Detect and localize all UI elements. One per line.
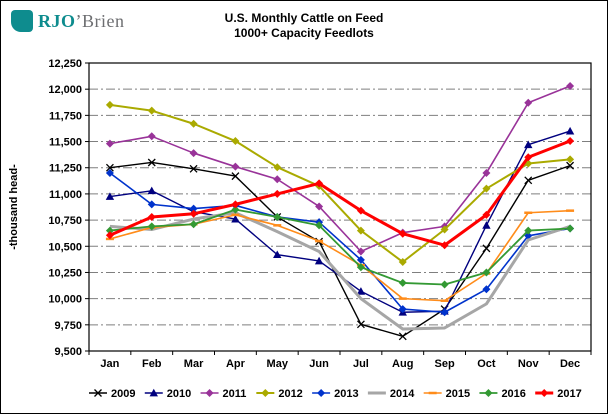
y-tick-label: 9,500 (54, 346, 82, 358)
logo-text-gray: ’Brien (75, 10, 125, 31)
series-2011 (105, 82, 575, 256)
legend-label: 2017 (557, 388, 581, 400)
x-tick-label: Jan (100, 358, 119, 370)
y-tick-label: 12,000 (48, 84, 82, 96)
legend-item-2011: 2011 (200, 388, 247, 400)
legend-label: 2015 (446, 388, 470, 400)
legend-item-2014: 2014 (367, 388, 415, 400)
y-tick-label: 11,750 (49, 110, 82, 122)
y-tick-label: 12,250 (48, 58, 82, 70)
logo-text-teal: RJO (38, 10, 76, 31)
y-tick-label: 10,750 (48, 215, 82, 227)
x-tick-label: May (267, 358, 289, 370)
rjobrien-logo-icon (11, 10, 33, 32)
legend-item-2009: 2009 (89, 388, 135, 400)
x-tick-label: Mar (184, 358, 204, 370)
y-tick-label: 9,750 (54, 320, 82, 332)
legend: 2009 2010 2011 2012 2013 2014 2015 2016 2017 (89, 388, 582, 400)
x-tick-label: Feb (142, 358, 162, 370)
y-tick-label: 10,500 (48, 241, 82, 253)
x-tick-label: Aug (392, 358, 413, 370)
legend-label: 2014 (390, 388, 415, 400)
legend-item-2015: 2015 (423, 388, 470, 400)
legend-label: 2010 (167, 388, 191, 400)
y-tick-label: 11,500 (49, 137, 82, 149)
y-tick-label: 11,250 (49, 163, 82, 175)
legend-label: 2013 (334, 388, 358, 400)
y-axis-title: -thousand head- (8, 164, 20, 250)
y-tick-label: 10,250 (48, 267, 82, 279)
series-2017 (105, 137, 575, 250)
legend-item-2016: 2016 (479, 388, 526, 400)
x-tick-label: Dec (560, 358, 580, 370)
legend-item-2010: 2010 (144, 388, 191, 400)
x-tick-label: Jul (353, 358, 369, 370)
legend-label: 2016 (501, 388, 525, 400)
series-2016 (105, 205, 575, 289)
series-2014 (109, 211, 571, 331)
legend-label: 2012 (278, 388, 302, 400)
y-tick-label: 11,000 (49, 189, 82, 201)
legend-item-2017: 2017 (535, 388, 582, 400)
x-tick-label: Jun (309, 358, 329, 370)
x-tick-label: Apr (226, 358, 246, 370)
x-axis: Jan Feb Mar Apr May Jun Jul Aug Sep Oct Nov Dec (88, 351, 592, 370)
legend-item-2012: 2012 (256, 388, 303, 400)
legend-label: 2009 (111, 388, 135, 400)
series-2012 (105, 100, 575, 266)
legend-label: 2011 (223, 388, 247, 400)
x-tick-label: Sep (434, 358, 454, 370)
legend-item-2013: 2013 (312, 388, 359, 400)
series-2010 (105, 126, 575, 316)
x-tick-label: Oct (477, 358, 496, 370)
rjobrien-logo: RJO’Brien (11, 10, 124, 32)
x-tick-label: Nov (518, 358, 540, 370)
y-tick-label: 10,000 (48, 294, 82, 306)
